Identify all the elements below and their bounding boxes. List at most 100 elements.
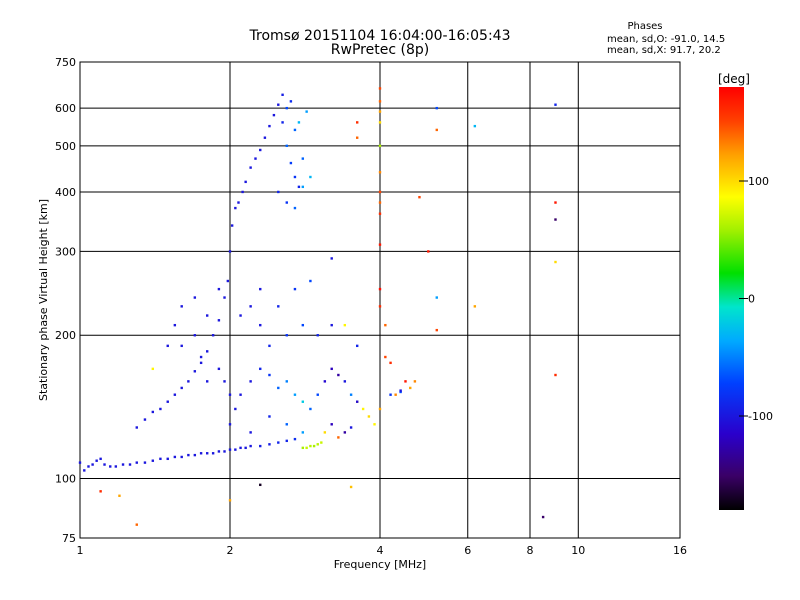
- data-point: [301, 157, 305, 160]
- data-point: [404, 380, 407, 383]
- data-point: [343, 323, 347, 327]
- data-point: [228, 448, 232, 451]
- data-point: [349, 393, 353, 396]
- colorbar-tick-label: 0: [748, 293, 755, 306]
- data-point: [228, 423, 232, 426]
- data-point: [435, 128, 438, 132]
- data-point: [373, 423, 376, 426]
- data-point: [355, 121, 359, 124]
- data-point: [226, 279, 230, 283]
- data-point: [554, 103, 557, 106]
- data-point: [330, 367, 333, 371]
- data-point: [193, 453, 197, 457]
- data-point: [554, 373, 557, 377]
- data-point: [316, 393, 319, 396]
- colorbar-label: [deg]: [718, 72, 750, 86]
- data-point: [223, 380, 226, 383]
- data-point: [281, 121, 284, 124]
- data-point: [180, 386, 183, 390]
- data-point: [259, 444, 262, 448]
- data-point: [166, 400, 169, 403]
- data-point: [316, 443, 319, 446]
- data-point: [135, 461, 138, 464]
- data-point: [249, 444, 252, 448]
- y-tick-label: 75: [62, 532, 76, 545]
- data-point: [378, 190, 382, 194]
- data-point: [293, 437, 297, 441]
- data-point: [234, 206, 237, 210]
- data-point: [285, 106, 288, 110]
- data-point: [259, 367, 262, 371]
- data-point: [151, 410, 155, 414]
- data-point: [91, 463, 94, 466]
- data-point: [289, 100, 293, 103]
- data-point: [234, 448, 237, 451]
- data-point: [378, 87, 382, 90]
- y-tick-label: 200: [55, 329, 76, 342]
- data-point: [187, 380, 190, 383]
- data-point: [128, 463, 132, 466]
- x-tick-label: 6: [464, 544, 471, 557]
- data-point: [378, 201, 382, 204]
- data-point: [259, 323, 262, 327]
- data-point: [244, 446, 247, 450]
- data-point: [249, 166, 252, 169]
- data-point: [384, 323, 387, 327]
- data-point: [249, 380, 252, 383]
- data-point: [228, 393, 232, 396]
- data-point: [301, 400, 305, 403]
- data-point: [187, 453, 190, 457]
- data-point: [99, 457, 102, 461]
- data-point: [223, 296, 226, 299]
- data-point: [259, 287, 262, 291]
- data-point: [166, 457, 169, 461]
- x-tick-label: 10: [571, 544, 585, 557]
- data-point: [378, 144, 382, 148]
- data-point: [305, 446, 308, 450]
- data-point: [301, 323, 305, 327]
- data-point: [159, 407, 162, 411]
- data-point: [217, 367, 221, 371]
- data-point: [180, 305, 183, 308]
- data-point: [254, 157, 257, 160]
- data-point: [193, 296, 197, 299]
- data-point: [114, 465, 118, 468]
- data-point: [173, 393, 177, 396]
- y-tick-label: 750: [55, 56, 76, 69]
- data-point: [205, 380, 209, 383]
- data-point: [173, 323, 177, 327]
- data-point: [378, 100, 382, 103]
- data-point: [301, 446, 305, 450]
- data-point: [95, 459, 98, 462]
- data-point: [151, 459, 155, 462]
- data-point: [199, 361, 203, 365]
- data-point: [378, 121, 382, 124]
- data-point: [151, 367, 155, 371]
- data-point: [268, 344, 271, 348]
- data-point: [239, 314, 242, 317]
- data-point: [378, 243, 382, 246]
- data-point: [239, 393, 242, 396]
- data-point: [277, 441, 280, 444]
- data-point: [211, 334, 215, 337]
- y-tick-label: 500: [55, 140, 76, 153]
- data-point: [173, 455, 177, 459]
- data-point: [399, 389, 402, 392]
- colorbar-tick-label: 100: [748, 175, 769, 188]
- data-point: [109, 465, 112, 468]
- data-point: [199, 452, 203, 455]
- data-point: [320, 441, 323, 444]
- data-point: [293, 393, 297, 396]
- data-point: [121, 463, 125, 466]
- data-point: [378, 110, 382, 113]
- data-point: [355, 344, 359, 348]
- data-point: [301, 185, 305, 189]
- data-point: [473, 124, 477, 128]
- data-point: [249, 431, 252, 434]
- data-point: [330, 323, 333, 327]
- data-point: [309, 444, 312, 448]
- data-point: [83, 469, 86, 472]
- x-tick-label: 8: [527, 544, 534, 557]
- y-axis-label: Stationary phase Virtual Height [km]: [37, 199, 50, 401]
- data-point: [349, 485, 353, 489]
